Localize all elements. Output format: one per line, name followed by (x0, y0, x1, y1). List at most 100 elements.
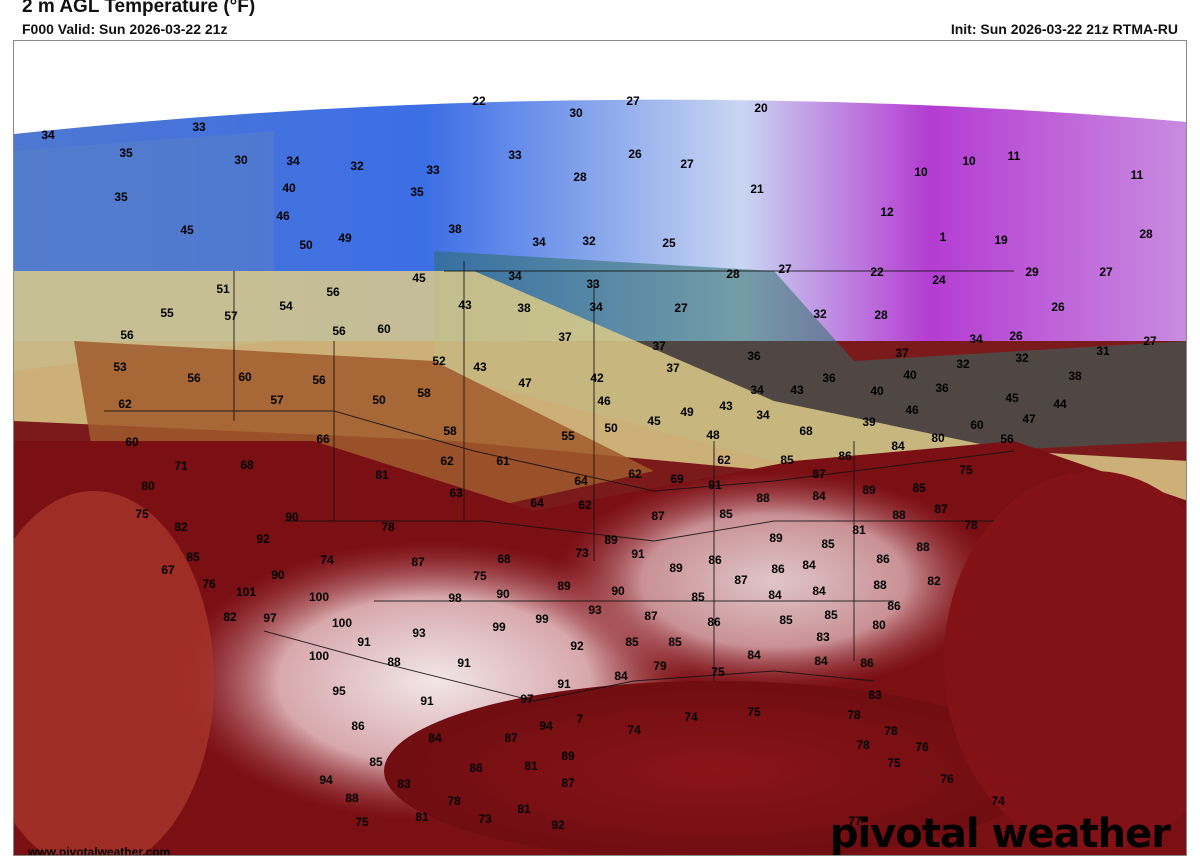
temperature-label: 76 (915, 740, 929, 754)
temperature-label: 100 (308, 649, 330, 663)
temperature-label: 27 (778, 262, 792, 276)
temperature-label: 88 (892, 508, 906, 522)
temperature-label: 66 (316, 432, 330, 446)
temperature-label: 84 (747, 648, 761, 662)
temperature-label: 69 (670, 472, 684, 486)
temperature-label: 73 (575, 546, 589, 560)
temperature-label: 88 (756, 491, 770, 505)
temperature-label: 100 (308, 590, 330, 604)
temperature-label: 34 (532, 235, 546, 249)
temperature-label: 40 (903, 368, 917, 382)
temperature-label: 42 (590, 371, 604, 385)
temperature-label: 86 (708, 553, 722, 567)
temperature-label: 91 (357, 635, 371, 649)
temperature-label: 89 (557, 579, 571, 593)
temperature-label: 55 (160, 306, 174, 320)
atlantic-ocean (944, 471, 1186, 851)
temperature-label: 98 (448, 591, 462, 605)
temperature-label: 45 (180, 223, 194, 237)
temperature-label: 87 (734, 573, 748, 587)
temperature-label: 84 (428, 731, 442, 745)
temperature-label: 74 (320, 553, 334, 567)
temperature-label: 81 (517, 802, 531, 816)
temperature-label: 90 (611, 584, 625, 598)
temperature-label: 56 (187, 371, 201, 385)
temperature-label: 86 (860, 656, 874, 670)
temperature-label: 85 (625, 635, 639, 649)
temperature-label: 36 (935, 381, 949, 395)
temperature-label: 27 (674, 301, 688, 315)
temperature-label: 89 (769, 531, 783, 545)
temperature-label: 47 (1022, 412, 1036, 426)
temperature-label: 26 (1009, 329, 1023, 343)
temperature-label: 50 (604, 421, 618, 435)
temperature-label: 34 (286, 154, 300, 168)
temperature-label: 43 (790, 383, 804, 397)
temperature-label: 89 (862, 483, 876, 497)
temperature-label: 58 (443, 424, 457, 438)
temperature-label: 63 (449, 486, 463, 500)
temperature-label: 27 (680, 157, 694, 171)
temperature-label: 78 (856, 738, 870, 752)
temperature-map: 34 33 35 30 34 32 40 35 45 46 50 49 33 35 38 22 30 27 20 33… (13, 40, 1187, 856)
hot-southeast (554, 471, 994, 691)
temperature-label: 88 (345, 791, 359, 805)
temperature-label: 91 (557, 677, 571, 691)
temperature-label: 79 (653, 659, 667, 673)
temperature-label: 46 (276, 209, 290, 223)
temperature-label: 38 (448, 222, 462, 236)
temperature-label: 36 (747, 349, 761, 363)
temperature-label: 45 (412, 271, 426, 285)
temperature-label: 90 (271, 568, 285, 582)
temperature-label: 86 (838, 449, 852, 463)
temperature-label: 46 (905, 403, 919, 417)
temperature-label: 22 (472, 94, 486, 108)
temperature-label: 44 (1053, 397, 1067, 411)
temperature-label: 40 (870, 384, 884, 398)
temperature-label: 84 (614, 669, 628, 683)
temperature-label: 50 (372, 393, 386, 407)
pacific-ocean (14, 491, 214, 855)
temperature-label: 84 (891, 439, 905, 453)
temperature-label: 64 (574, 474, 588, 488)
temperature-label: 32 (956, 357, 970, 371)
temperature-label: 57 (224, 309, 238, 323)
temperature-label: 74 (991, 794, 1005, 808)
temperature-label: 88 (916, 540, 930, 554)
gulf-of-mexico (384, 681, 1044, 855)
temperature-label: 99 (492, 620, 506, 634)
temperature-label: 93 (412, 626, 426, 640)
temperature-label: 75 (711, 665, 725, 679)
temperature-label: 32 (582, 234, 596, 248)
temperature-label: 100 (331, 616, 353, 630)
temperature-label: 89 (604, 533, 618, 547)
temperature-label: 80 (872, 618, 886, 632)
temperature-label: 11 (1130, 168, 1144, 182)
temperature-label: 34 (508, 269, 522, 283)
temperature-label: 34 (969, 332, 983, 346)
temperature-label: 82 (223, 610, 237, 624)
temperature-label: 75 (473, 569, 487, 583)
temperature-label: 76 (940, 772, 954, 786)
temperature-label: 85 (719, 507, 733, 521)
temperature-label: 85 (668, 635, 682, 649)
temperature-label: 53 (113, 360, 127, 374)
temperature-label: 91 (420, 694, 434, 708)
temperature-label: 101 (235, 585, 257, 599)
temperature-label: 83 (816, 630, 830, 644)
temperature-label: 78 (884, 724, 898, 738)
temperature-label: 43 (458, 298, 472, 312)
temperature-label: 83 (868, 688, 882, 702)
temperature-label: 34 (756, 408, 770, 422)
temperature-label: 76 (202, 577, 216, 591)
temperature-label: 80 (931, 431, 945, 445)
temperature-label: 90 (496, 587, 510, 601)
temperature-label: 11 (1007, 149, 1021, 163)
temperature-label: 37 (558, 330, 572, 344)
map-canvas (14, 97, 1186, 855)
mild-yellow-band (14, 271, 1186, 511)
temperature-label: 94 (539, 719, 553, 733)
temperature-label: 56 (120, 328, 134, 342)
temperature-label: 68 (497, 552, 511, 566)
temperature-label: 10 (962, 154, 976, 168)
